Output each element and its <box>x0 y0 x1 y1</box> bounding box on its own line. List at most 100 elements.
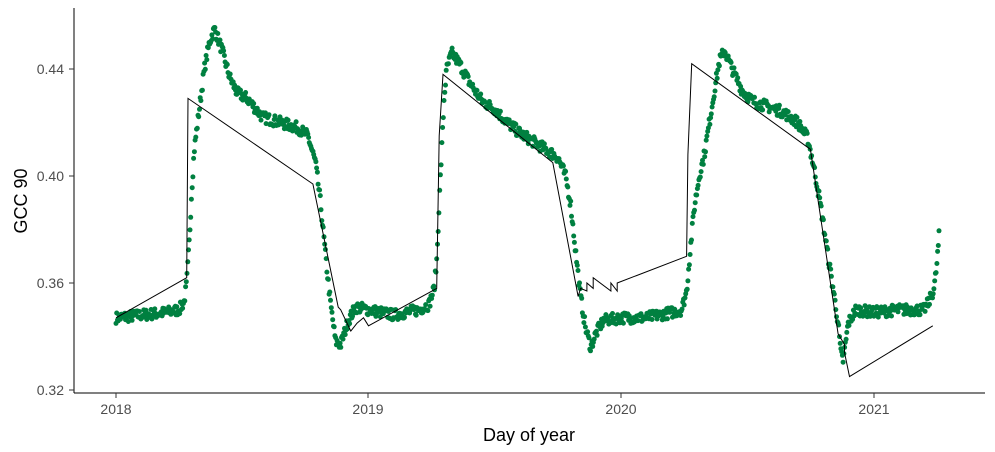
data-point <box>442 89 448 95</box>
data-point <box>340 336 346 342</box>
data-point <box>708 115 714 121</box>
data-point <box>820 217 826 223</box>
data-point <box>695 182 701 188</box>
x-tick-2021: 2021 <box>858 393 890 417</box>
data-point <box>930 291 936 297</box>
data-point <box>180 305 186 311</box>
x-axis-ticks: 2018 2019 2020 2021 <box>100 393 890 417</box>
data-point <box>585 329 591 335</box>
data-point <box>330 317 336 323</box>
data-point <box>449 45 455 51</box>
data-point <box>188 196 194 202</box>
data-point <box>221 53 227 58</box>
y-tick-label: 0.36 <box>37 275 64 291</box>
data-point <box>715 67 721 73</box>
data-point <box>594 332 600 338</box>
data-point <box>258 117 264 123</box>
y-tick-label: 0.32 <box>37 382 64 398</box>
data-point <box>440 125 446 130</box>
data-point <box>440 115 446 121</box>
data-point <box>690 214 696 220</box>
data-point <box>593 328 599 334</box>
data-point <box>731 65 737 71</box>
data-point <box>681 302 687 308</box>
data-point <box>568 198 574 204</box>
data-point <box>922 308 928 314</box>
y-tick-0.40: 0.40 <box>37 168 74 184</box>
data-point <box>930 295 935 301</box>
data-point <box>129 317 135 323</box>
data-point <box>435 229 441 234</box>
data-point <box>266 112 272 118</box>
data-point <box>828 266 834 272</box>
x-tick-label: 2021 <box>858 401 889 417</box>
fitted-line <box>115 62 934 378</box>
data-point <box>329 309 335 315</box>
data-point <box>931 286 937 292</box>
data-point <box>199 87 205 93</box>
data-point <box>709 104 715 110</box>
data-point <box>702 154 708 160</box>
data-point <box>760 107 766 113</box>
data-point <box>698 169 704 175</box>
data-point <box>567 202 573 208</box>
data-point <box>917 312 923 318</box>
data-point <box>194 125 200 131</box>
data-point <box>825 246 831 252</box>
data-point <box>560 163 566 169</box>
data-point <box>610 311 615 316</box>
data-point <box>895 309 901 315</box>
data-point <box>189 185 195 191</box>
data-point <box>196 114 202 120</box>
data-point <box>183 279 189 285</box>
data-point <box>703 137 709 143</box>
data-point <box>687 252 693 257</box>
data-point <box>338 344 344 350</box>
data-point <box>722 50 728 56</box>
data-point <box>433 269 439 275</box>
data-point <box>437 172 443 178</box>
data-point <box>846 323 852 328</box>
data-point <box>227 71 233 77</box>
data-point <box>707 121 713 127</box>
data-point <box>571 233 577 239</box>
data-point <box>684 286 690 292</box>
data-point <box>315 181 321 187</box>
data-point <box>202 66 208 72</box>
data-point <box>203 53 209 58</box>
data-point <box>314 165 320 171</box>
data-point <box>191 155 197 161</box>
data-point <box>689 237 694 243</box>
data-point <box>215 31 221 36</box>
data-point <box>575 268 581 273</box>
data-point <box>429 292 435 298</box>
data-point <box>932 278 938 284</box>
y-tick-label: 0.44 <box>37 61 64 77</box>
data-point <box>279 117 285 123</box>
data-point <box>934 261 940 266</box>
data-point <box>402 314 407 320</box>
data-point <box>678 313 684 318</box>
data-point <box>794 114 800 120</box>
data-point <box>423 302 429 308</box>
data-point <box>667 309 673 315</box>
data-point <box>313 159 319 165</box>
y-tick-0.32: 0.32 <box>37 382 74 398</box>
data-point <box>733 71 739 77</box>
data-point <box>590 344 596 349</box>
data-point <box>888 308 894 314</box>
data-point <box>776 102 782 108</box>
data-point <box>337 340 343 346</box>
x-tick-2019: 2019 <box>352 393 384 417</box>
data-point <box>704 133 710 139</box>
data-point <box>692 207 697 213</box>
data-point <box>818 203 824 209</box>
data-point <box>136 309 142 314</box>
data-point <box>694 192 700 198</box>
data-point <box>832 297 838 303</box>
data-point <box>586 335 592 341</box>
data-point <box>183 284 189 290</box>
data-point <box>317 187 323 193</box>
data-point <box>325 276 331 282</box>
